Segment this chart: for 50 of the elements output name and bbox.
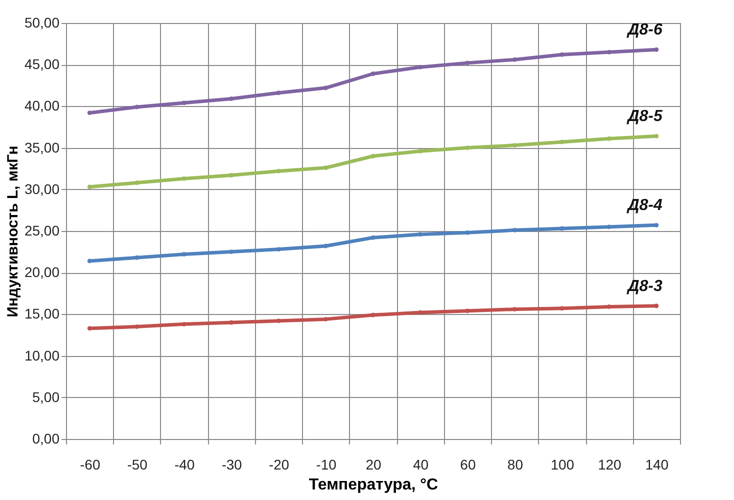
- point: [87, 326, 92, 331]
- y-tick-label: 15,00: [24, 306, 60, 322]
- point: [276, 247, 281, 252]
- x-tick-label: 100: [550, 456, 574, 472]
- point: [370, 154, 376, 158]
- x-tick-label: 80: [507, 456, 524, 472]
- x-tick-label: 20: [366, 456, 382, 472]
- y-tick-label: 25,00: [24, 222, 60, 238]
- y-tick-label: 35,00: [24, 139, 60, 156]
- y-tick-label: 10,00: [24, 347, 60, 364]
- x-tick-label: -50: [127, 456, 148, 472]
- point: [418, 232, 422, 237]
- series-label: Д8-6: [626, 22, 662, 39]
- y-tick-label: 0,00: [32, 430, 60, 446]
- point: [276, 318, 281, 324]
- point: [87, 184, 92, 190]
- x-tick-label: 120: [598, 456, 622, 472]
- y-tick-label: 45,00: [24, 56, 60, 72]
- point: [87, 258, 92, 264]
- x-tick-label: 40: [412, 456, 429, 472]
- series-label: Д8-3: [626, 278, 662, 295]
- x-tick-label: -40: [174, 456, 195, 472]
- y-tick-label: 5,00: [32, 388, 60, 405]
- y-tick-label: 50,00: [24, 14, 60, 30]
- point: [606, 224, 612, 230]
- x-tick-label: -60: [80, 456, 100, 472]
- series-label: Д8-5: [626, 108, 664, 126]
- point: [370, 235, 376, 240]
- x-axis-title: Температура, °C: [308, 476, 439, 494]
- series-label: Д8-4: [626, 197, 662, 214]
- point: [654, 304, 659, 308]
- x-tick-label: -30: [222, 456, 242, 472]
- point: [512, 306, 517, 312]
- point: [182, 252, 186, 257]
- point: [654, 47, 659, 52]
- x-tick-label: -20: [268, 456, 290, 472]
- y-axis-title: Индуктивность L, мкГн: [4, 146, 22, 318]
- y-tick-label: 20,00: [24, 264, 60, 280]
- point: [465, 146, 470, 150]
- point: [324, 86, 328, 90]
- x-tick-label: 140: [645, 456, 669, 472]
- point: [87, 110, 92, 116]
- point: [654, 222, 659, 228]
- point: [370, 72, 376, 76]
- x-tick-label: -10: [316, 456, 337, 472]
- x-tick-label: 60: [460, 456, 476, 472]
- point: [134, 180, 140, 185]
- y-tick-label: 30,00: [24, 180, 60, 197]
- y-tick-label: 40,00: [24, 98, 60, 114]
- point: [276, 90, 281, 96]
